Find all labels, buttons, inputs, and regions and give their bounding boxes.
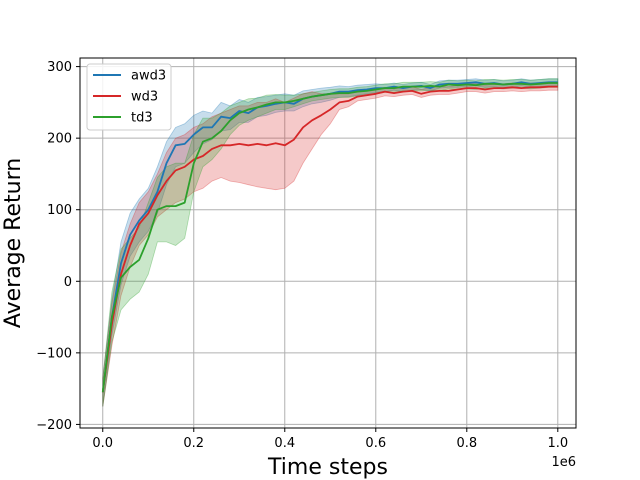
line-wd3 [101,85,558,393]
x-axis-ticks: 0.0 0.2 0.4 0.6 0.8 1.0 [92,428,568,451]
x-axis-label: Time steps [267,455,388,480]
x-tick-label: 1.0 [547,436,568,451]
y-tick-label: 100 [47,203,72,218]
y-tick-label: −200 [36,418,72,433]
x-tick-label: 0.2 [183,436,204,451]
y-axis-ticks: −200 −100 0 100 200 300 [36,60,80,433]
y-axis-label: Average Return [1,158,26,328]
line-td3 [101,82,558,393]
x-tick-label: 0.6 [365,436,386,451]
y-tick-label: 0 [64,275,72,290]
x-axis-offset-label: 1e6 [551,455,576,470]
legend-label-awd3: awd3 [131,69,166,84]
x-tick-label: 0.0 [92,436,113,451]
x-tick-label: 0.8 [456,436,477,451]
grid [80,58,576,428]
legend-label-wd3: wd3 [131,90,158,105]
y-tick-label: 200 [47,132,72,147]
band-wd3 [102,81,559,407]
legend-label-td3: td3 [131,111,153,126]
legend: awd3 wd3 td3 [86,63,172,131]
y-tick-label: 300 [47,60,72,75]
x-tick-label: 0.4 [274,436,295,451]
legend-box [86,63,172,131]
series-lines [101,81,558,393]
axes-frame [79,57,577,429]
y-tick-label: −100 [36,346,72,361]
